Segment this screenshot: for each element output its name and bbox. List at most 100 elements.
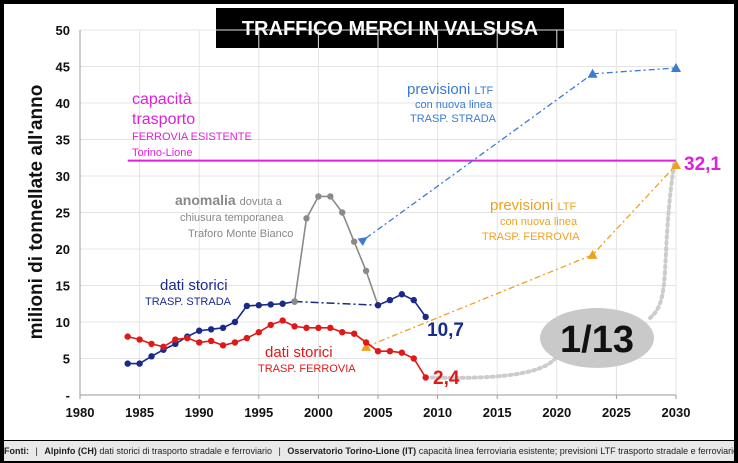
anomaly-point-1998	[291, 298, 298, 305]
footer-sep-2: |	[278, 446, 281, 456]
ratio-ellipse	[540, 308, 654, 368]
y-tick-label-30: 30	[56, 169, 70, 184]
rail-end-value: 2,4	[433, 368, 460, 389]
capacity-label-4: Torino-Lione	[132, 147, 193, 159]
capacity-label-3: FERROVIA ESISTENTE	[132, 131, 252, 143]
road-historic-point-1992	[219, 324, 227, 332]
rail-historic-point-2003	[350, 330, 358, 337]
road-forecast-marker-2030	[671, 62, 681, 72]
road-forecast-marker-2023	[587, 68, 598, 78]
y-tick-label-10: 10	[56, 315, 70, 330]
road-historic-point-1990	[196, 327, 203, 334]
road-historic-late-point-2009	[422, 313, 429, 321]
road-historic-point-1985	[136, 360, 143, 367]
ratio-label: 1/13	[560, 319, 634, 361]
footer-prefix: Fonti:	[4, 446, 29, 456]
x-tick-label-2020: 2020	[542, 405, 571, 420]
connector-ratio-to-capacity	[648, 162, 676, 320]
chart-title: TRAFFICO MERCI IN VALSUSA	[242, 18, 538, 40]
rail-historic-label-2: TRASP. FERROVIA	[258, 363, 356, 375]
road-historic-late-point-2007	[398, 291, 406, 298]
road-historic-late-line	[377, 293, 427, 318]
rail-historic-point-1994	[243, 334, 251, 342]
rail-historic-point-1992	[219, 342, 227, 349]
road-historic-point-1995	[255, 302, 262, 309]
rail-historic-label-1: dati storici	[265, 344, 333, 361]
chart-svg: TRAFFICO MERCI IN VALSUSA milioni di ton…	[26, 8, 721, 420]
rail-historic-point-1987	[160, 343, 167, 351]
anomaly-label-1: anomalia dovuta a	[175, 192, 283, 208]
footer-sep-1: |	[35, 446, 38, 456]
road-historic-point-1994	[243, 302, 251, 310]
y-tick-label-50: 50	[56, 23, 70, 38]
x-tick-label-1985: 1985	[125, 405, 154, 420]
rail-historic-point-2001	[327, 324, 334, 332]
x-tick-label-2025: 2025	[602, 405, 631, 420]
x-tick-label-2010: 2010	[423, 405, 452, 420]
y-axis-label: milioni di tonnellate all'anno	[26, 85, 47, 340]
grid	[79, 29, 677, 395]
road-forecast-label-3: TRASP. STRADA	[410, 113, 497, 125]
sources-footer: Fonti: | Alpinfo (CH) dati storici di tr…	[4, 441, 734, 461]
road-historic-point-1997	[279, 300, 286, 307]
rail-historic-point-1993	[231, 339, 239, 346]
road-historic-late-point-2005	[374, 302, 382, 309]
footer-src2-desc: capacità linea ferroviaria esistente; pr…	[418, 446, 734, 456]
rail-historic-point-2004	[362, 339, 370, 346]
rail-historic-point-2006	[386, 348, 394, 355]
road-historic-label-1: dati storici	[160, 277, 228, 294]
rail-historic-point-2007	[398, 349, 406, 356]
road-historic-point-1991	[207, 326, 215, 333]
rail-historic-point-1991	[207, 337, 215, 345]
rail-historic-point-2002	[339, 329, 346, 336]
road-forecast-line	[357, 67, 677, 247]
x-tick-label-2005: 2005	[364, 405, 393, 420]
road-historic-point-1996	[267, 301, 274, 308]
anomaly-line	[293, 195, 379, 306]
rail-historic-point-1986	[148, 340, 155, 348]
rail-historic-point-1995	[255, 329, 262, 336]
anomaly-point-2004	[362, 267, 370, 275]
rail-historic-point-2009	[422, 374, 429, 381]
x-tick-label-1980: 1980	[66, 405, 95, 420]
rail-historic-point-1997	[279, 317, 286, 324]
rail-forecast-line	[365, 164, 677, 348]
footer-src1-name: Alpinfo (CH)	[44, 446, 97, 456]
road-historic-label-2: TRASP. STRADA	[145, 296, 232, 308]
rail-historic-point-1999	[303, 324, 310, 332]
y-tick-label-0: -	[66, 388, 70, 403]
road-forecast-label-1: previsioni LTF	[407, 81, 494, 98]
rail-forecast-marker-2030	[671, 160, 681, 170]
x-tick-label-1990: 1990	[185, 405, 214, 420]
x-tick-label-2030: 2030	[662, 405, 691, 420]
rail-forecast-marker-2023	[587, 249, 598, 259]
series-layer	[124, 62, 681, 381]
rail-historic-point-1984	[124, 333, 131, 340]
x-tick-label-2000: 2000	[304, 405, 333, 420]
road-historic-late-point-2008	[410, 296, 417, 304]
footer-src2-name: Osservatorio Torino-Lione (IT)	[287, 446, 417, 456]
y-tick-label-20: 20	[56, 242, 70, 257]
footer-src1-desc: dati storici di trasporto stradale e fer…	[99, 446, 272, 456]
road-historic-point-1984	[124, 360, 131, 367]
rail-historic-point-1988	[172, 336, 179, 343]
rail-historic-point-1996	[267, 321, 274, 329]
axes: 1980 1985 1990 1995 2000 2005 2010 2015 2020 2025…	[56, 23, 691, 420]
rail-historic-point-1998	[291, 323, 298, 330]
capacity-label-1: capacità	[132, 91, 192, 108]
chart-panel	[4, 4, 734, 440]
y-tick-label-25: 25	[56, 206, 70, 221]
rail-historic-point-1989	[184, 334, 191, 342]
road-historic-point-1988	[172, 340, 179, 348]
y-tick-label-15: 15	[56, 279, 70, 294]
anomaly-point-2003	[350, 238, 358, 245]
capacity-label-2: trasporto	[132, 111, 195, 128]
road-historic-late-point-2006	[386, 296, 394, 304]
x-tick-label-1995: 1995	[244, 405, 273, 420]
road-historic-point-1993	[231, 318, 239, 326]
anomaly-label-2: chiusura temporanea	[180, 212, 284, 224]
y-tick-label-5: 5	[63, 352, 70, 367]
rail-forecast-label-3: TRASP. FERROVIA	[482, 231, 580, 243]
road-historic-point-1986	[148, 353, 155, 360]
